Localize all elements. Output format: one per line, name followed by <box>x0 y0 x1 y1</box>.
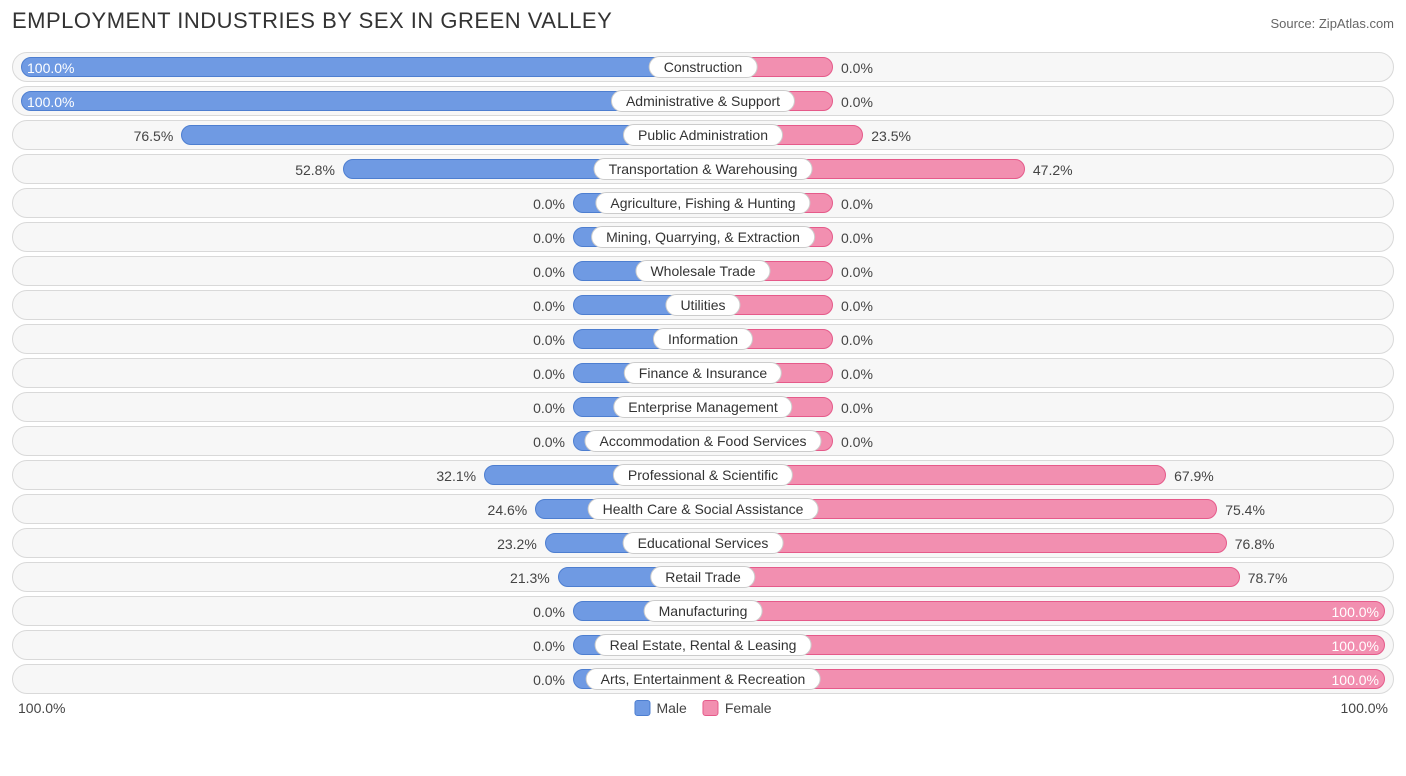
category-label: Enterprise Management <box>613 396 792 418</box>
female-value-label: 76.8% <box>1235 529 1275 559</box>
chart-row: 21.3% 78.7% Retail Trade <box>12 562 1394 592</box>
female-value-label: 0.0% <box>841 257 873 287</box>
category-label: Information <box>653 328 753 350</box>
chart-row: 0.0% 0.0% Mining, Quarrying, & Extraction <box>12 222 1394 252</box>
chart-row: 0.0% 100.0% Arts, Entertainment & Recreati… <box>12 664 1394 694</box>
female-value-label: 0.0% <box>841 427 873 457</box>
female-bar <box>703 567 1240 587</box>
male-value-label: 32.1% <box>436 461 476 491</box>
female-value-label: 0.0% <box>841 87 873 117</box>
category-label: Real Estate, Rental & Leasing <box>595 634 812 656</box>
chart-row: 0.0% 0.0% Finance & Insurance <box>12 358 1394 388</box>
male-bar <box>21 91 703 111</box>
category-label: Administrative & Support <box>611 90 795 112</box>
female-value-label: 0.0% <box>841 325 873 355</box>
chart-footer: 100.0% Male Female 100.0% <box>12 700 1394 722</box>
category-label: Public Administration <box>623 124 783 146</box>
category-label: Utilities <box>665 294 740 316</box>
legend-item-male: Male <box>634 700 686 716</box>
chart-source: Source: ZipAtlas.com <box>1270 16 1394 31</box>
legend-label-male: Male <box>656 700 686 716</box>
female-value-label: 0.0% <box>841 53 873 83</box>
male-value-label: 0.0% <box>533 597 565 627</box>
male-value-label: 21.3% <box>510 563 550 593</box>
chart-row: 76.5% 23.5% Public Administration <box>12 120 1394 150</box>
chart-row: 0.0% 0.0% Enterprise Management <box>12 392 1394 422</box>
category-label: Manufacturing <box>644 600 763 622</box>
chart-row: 0.0% 100.0% Manufacturing <box>12 596 1394 626</box>
chart-row: 0.0% 0.0% Wholesale Trade <box>12 256 1394 286</box>
male-value-label: 0.0% <box>533 257 565 287</box>
chart-legend: Male Female <box>634 700 771 716</box>
female-value-label: 67.9% <box>1174 461 1214 491</box>
chart-row: 0.0% 0.0% Information <box>12 324 1394 354</box>
female-value-label: 0.0% <box>841 393 873 423</box>
male-value-label: 0.0% <box>533 393 565 423</box>
female-bar <box>703 601 1385 621</box>
category-label: Wholesale Trade <box>635 260 770 282</box>
category-label: Arts, Entertainment & Recreation <box>586 668 821 690</box>
category-label: Transportation & Warehousing <box>594 158 813 180</box>
female-value-label: 23.5% <box>871 121 911 151</box>
chart-row: 0.0% 0.0% Agriculture, Fishing & Hunting <box>12 188 1394 218</box>
axis-left-label: 100.0% <box>18 700 65 716</box>
female-value-label: 0.0% <box>841 189 873 219</box>
chart-row: 24.6% 75.4% Health Care & Social Assistanc… <box>12 494 1394 524</box>
chart-row: 52.8% 47.2% Transportation & Warehousing <box>12 154 1394 184</box>
female-value-label: 75.4% <box>1225 495 1265 525</box>
chart-row: 32.1% 67.9% Professional & Scientific <box>12 460 1394 490</box>
chart-title: EMPLOYMENT INDUSTRIES BY SEX IN GREEN VA… <box>12 8 612 34</box>
male-value-label: 0.0% <box>533 189 565 219</box>
male-value-label: 0.0% <box>533 665 565 695</box>
female-value-label: 100.0% <box>1332 597 1379 627</box>
category-label: Finance & Insurance <box>624 362 782 384</box>
category-label: Accommodation & Food Services <box>585 430 822 452</box>
male-value-label: 0.0% <box>533 359 565 389</box>
axis-right-label: 100.0% <box>1341 700 1388 716</box>
chart-row: 0.0% 0.0% Utilities <box>12 290 1394 320</box>
category-label: Professional & Scientific <box>613 464 793 486</box>
female-value-label: 0.0% <box>841 359 873 389</box>
male-value-label: 100.0% <box>27 87 74 117</box>
male-value-label: 52.8% <box>295 155 335 185</box>
male-value-label: 76.5% <box>134 121 174 151</box>
male-value-label: 0.0% <box>533 325 565 355</box>
male-value-label: 24.6% <box>488 495 528 525</box>
female-value-label: 0.0% <box>841 291 873 321</box>
chart-row: 0.0% 100.0% Real Estate, Rental & Leasing <box>12 630 1394 660</box>
female-value-label: 47.2% <box>1033 155 1073 185</box>
male-value-label: 100.0% <box>27 53 74 83</box>
legend-label-female: Female <box>725 700 772 716</box>
male-value-label: 0.0% <box>533 427 565 457</box>
male-bar <box>21 57 703 77</box>
category-label: Health Care & Social Assistance <box>588 498 819 520</box>
chart-row: 100.0% 0.0% Construction <box>12 52 1394 82</box>
female-value-label: 100.0% <box>1332 665 1379 695</box>
chart-row: 100.0% 0.0% Administrative & Support <box>12 86 1394 116</box>
female-value-label: 100.0% <box>1332 631 1379 661</box>
category-label: Construction <box>649 56 758 78</box>
category-label: Mining, Quarrying, & Extraction <box>591 226 815 248</box>
category-label: Retail Trade <box>650 566 755 588</box>
male-value-label: 0.0% <box>533 223 565 253</box>
legend-swatch-female <box>703 700 719 716</box>
legend-swatch-male <box>634 700 650 716</box>
male-value-label: 0.0% <box>533 291 565 321</box>
legend-item-female: Female <box>703 700 772 716</box>
male-value-label: 23.2% <box>497 529 537 559</box>
female-value-label: 78.7% <box>1248 563 1288 593</box>
chart-row: 0.0% 0.0% Accommodation & Food Services <box>12 426 1394 456</box>
category-label: Educational Services <box>623 532 784 554</box>
diverging-bar-chart: 100.0% 0.0% Construction 100.0% 0.0% Administ… <box>12 52 1394 694</box>
chart-header: EMPLOYMENT INDUSTRIES BY SEX IN GREEN VA… <box>12 8 1394 34</box>
female-value-label: 0.0% <box>841 223 873 253</box>
chart-row: 23.2% 76.8% Educational Services <box>12 528 1394 558</box>
male-value-label: 0.0% <box>533 631 565 661</box>
category-label: Agriculture, Fishing & Hunting <box>595 192 810 214</box>
